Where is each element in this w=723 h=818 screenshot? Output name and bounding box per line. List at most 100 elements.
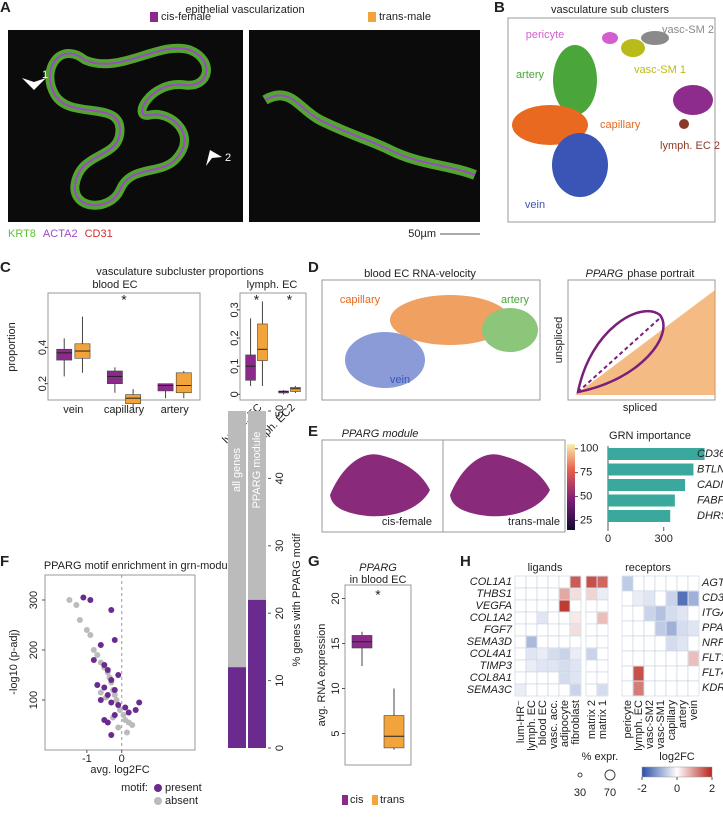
heat-cell — [666, 606, 677, 621]
cell — [525, 575, 538, 589]
point — [104, 692, 111, 698]
gene-label: TIMP3 — [480, 660, 513, 672]
legend-tick-label: 0 — [674, 783, 680, 795]
significance: * — [287, 292, 293, 308]
steady-state — [577, 317, 661, 393]
panel-title: PPARG motif enrichment in grn-module — [44, 560, 236, 572]
cell — [536, 587, 549, 601]
legend-marker — [577, 772, 583, 778]
y-tick-label: 0.3 — [229, 302, 241, 317]
heat-cell — [688, 651, 699, 666]
bar — [608, 448, 705, 460]
column-label: pericyte — [622, 700, 634, 739]
heat-cell — [515, 684, 526, 696]
point-cloud — [575, 290, 715, 395]
heat-cell — [644, 606, 655, 621]
chart-title: PPARG — [359, 562, 397, 574]
stain-label: CD31 — [85, 228, 113, 240]
gene-label: SEMA3D — [467, 636, 512, 648]
micrograph — [249, 30, 480, 222]
cell — [547, 575, 560, 589]
x-tick-label: 0 — [119, 753, 125, 765]
arrow-label: 1 — [42, 69, 48, 81]
point — [122, 704, 129, 711]
y-tick-label: 200 — [28, 641, 40, 659]
y-tick-label: 40 — [274, 472, 286, 484]
cell — [676, 575, 689, 592]
heat-cell — [597, 588, 608, 600]
cluster — [602, 32, 618, 44]
heat-cell — [559, 672, 570, 684]
point — [115, 672, 122, 678]
axis-label: % genes with PPARG motif — [291, 533, 303, 667]
cell — [632, 620, 645, 637]
cell — [596, 647, 609, 661]
gene-label: THBS1 — [477, 588, 512, 600]
chart-title: receptors — [625, 562, 671, 574]
cell — [676, 650, 689, 667]
legend-tick-label: 2 — [709, 783, 715, 795]
cell — [514, 647, 527, 661]
point — [108, 607, 115, 613]
significance: * — [254, 292, 260, 308]
axis-label: -log10 (p-adj) — [8, 629, 20, 694]
gene-label: FLT1 — [702, 652, 723, 664]
cell — [632, 650, 645, 667]
point — [108, 677, 115, 683]
cell — [585, 671, 598, 685]
cluster-label: artery — [516, 69, 545, 81]
column-label: vasc. acc. — [548, 700, 560, 749]
heat-cell — [677, 606, 688, 621]
cell — [643, 680, 656, 697]
panel-letter: F — [0, 553, 9, 570]
panel-letter: G — [308, 553, 320, 570]
point — [123, 729, 130, 736]
heat-cell — [559, 588, 570, 600]
panel-letter: C — [0, 259, 11, 276]
point — [66, 597, 73, 603]
point — [104, 667, 111, 673]
panel-letter: D — [308, 259, 319, 276]
cluster — [673, 85, 713, 115]
gene-label: NRP1 — [702, 637, 723, 649]
legend-label: trans-male — [379, 11, 431, 23]
gene-label: AGTR1 — [701, 577, 723, 589]
box — [290, 387, 301, 392]
heat-cell — [633, 591, 644, 606]
point — [111, 637, 118, 643]
y-tick-label: 0.4 — [37, 340, 49, 355]
box — [157, 383, 174, 392]
cluster-label: pericyte — [526, 29, 565, 41]
y-tick-label: 15 — [330, 637, 342, 649]
gene-label: FLT4 — [702, 667, 723, 679]
cell — [525, 683, 538, 697]
gene-label: PPARG — [702, 622, 723, 634]
x-tick-label: -1 — [82, 753, 92, 765]
cluster-label: vein — [390, 374, 410, 386]
cell — [558, 683, 571, 697]
tissue — [48, 47, 208, 207]
cluster — [390, 295, 510, 345]
cell — [643, 635, 656, 652]
y-tick-label: 300 — [28, 591, 40, 609]
cell — [536, 623, 549, 637]
cell — [596, 671, 609, 685]
cell — [514, 575, 527, 589]
cell — [654, 665, 667, 682]
heat-cell — [526, 648, 537, 660]
cell — [547, 671, 560, 685]
legend-title: motif: — [121, 782, 148, 794]
cell — [621, 650, 634, 667]
column-label: vein — [688, 700, 700, 720]
cell — [525, 587, 538, 601]
point — [87, 632, 94, 638]
umap — [450, 454, 550, 517]
point — [80, 594, 87, 601]
panel-title: PPARG phase portrait — [586, 268, 695, 280]
x-tick-label: 300 — [655, 533, 673, 545]
chart-title: GRN importance — [609, 430, 691, 442]
column-label: lum-HR⁻ — [515, 700, 527, 743]
box — [125, 394, 142, 404]
heat-cell — [633, 681, 644, 696]
